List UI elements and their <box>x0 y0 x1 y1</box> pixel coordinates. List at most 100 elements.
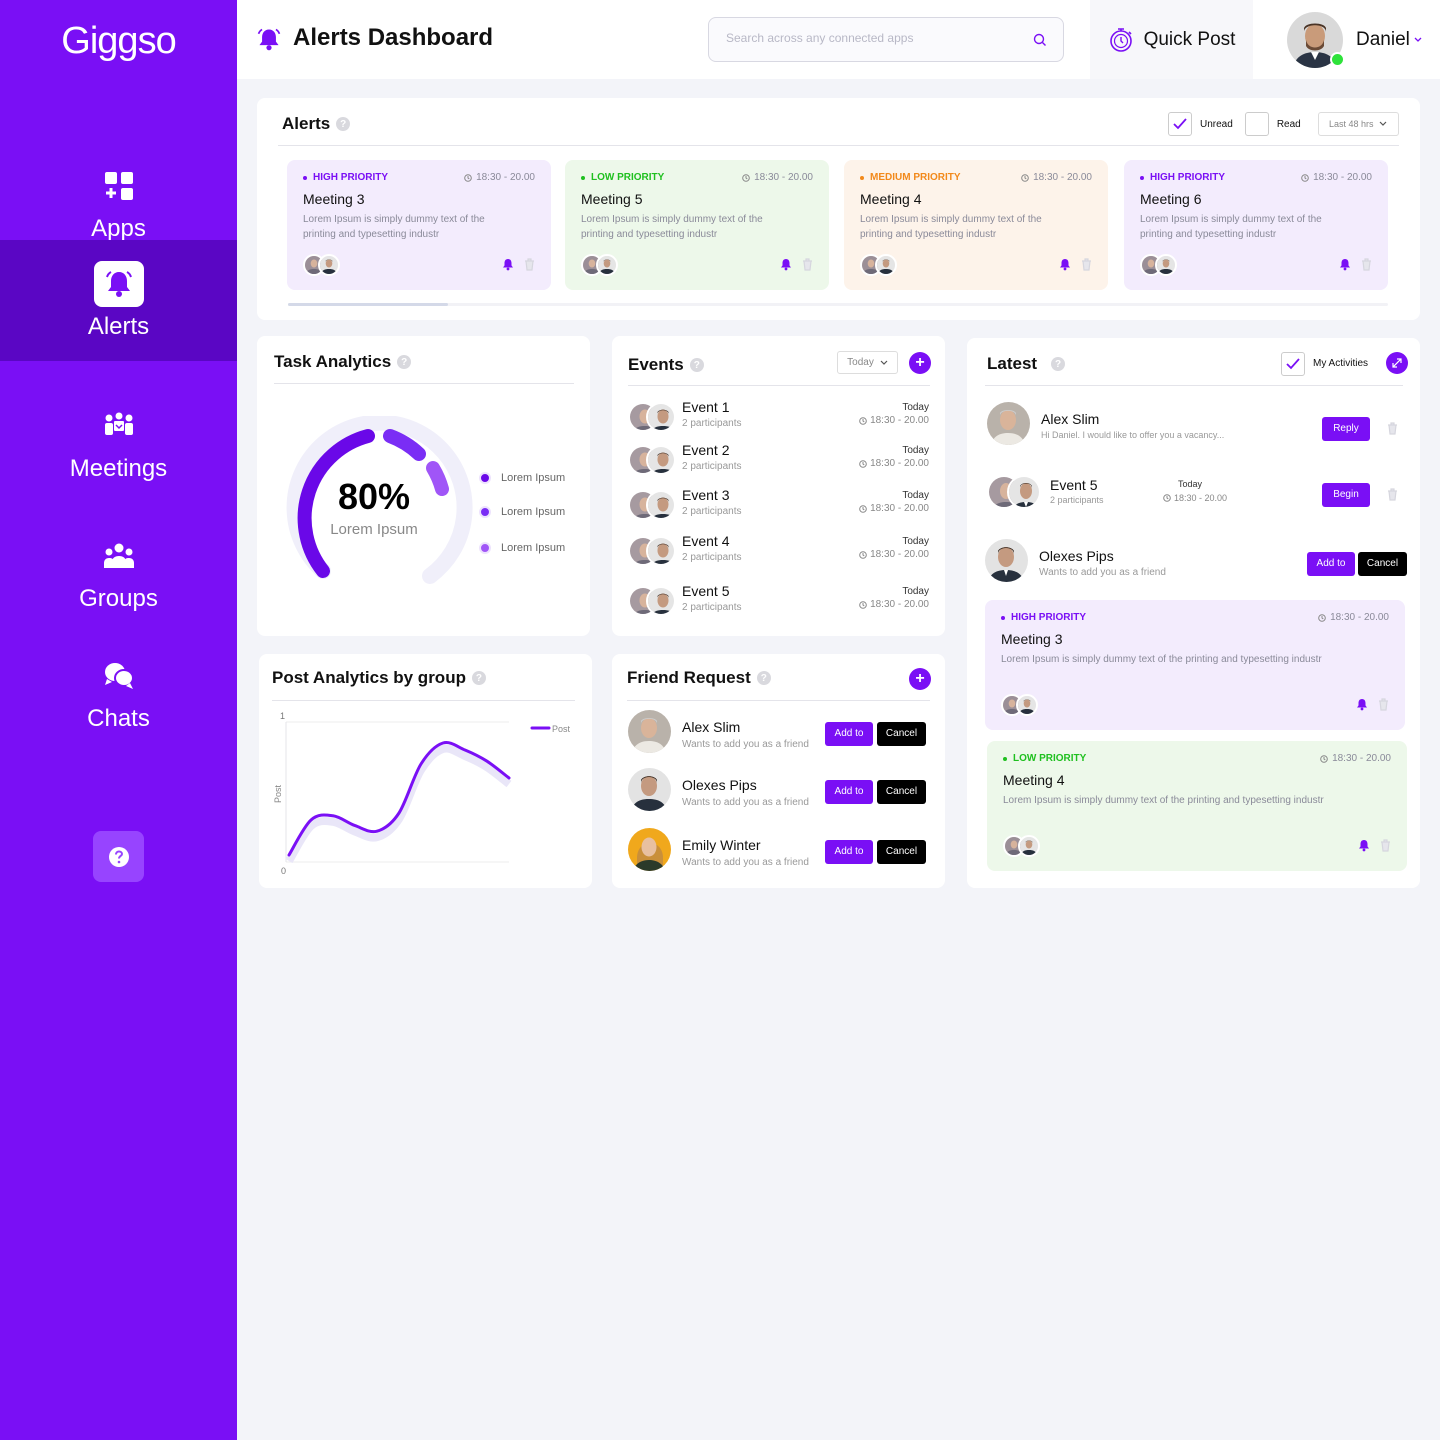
nav-label: Alerts <box>87 312 150 340</box>
legend-item: Lorem Ipsum <box>479 495 565 529</box>
avatar <box>1016 694 1038 716</box>
event-avatars <box>628 536 676 566</box>
task-analytics-panel: Task Analytics ? 80% Lorem Ipsum Lorem I… <box>257 336 590 636</box>
unread-checkbox[interactable] <box>1168 112 1192 136</box>
cancel-button[interactable]: Cancel <box>877 840 926 864</box>
bell-icon[interactable] <box>1356 698 1368 716</box>
trash-icon[interactable] <box>1387 422 1398 440</box>
scrollbar-thumb[interactable] <box>288 303 448 306</box>
my-activities-checkbox[interactable] <box>1281 352 1305 376</box>
y-tick-label: 1 <box>280 711 285 721</box>
scrollbar[interactable] <box>288 303 1388 306</box>
event-avatars <box>628 402 676 432</box>
nav-alerts[interactable]: Alerts <box>0 240 237 361</box>
user-menu[interactable]: Daniel <box>1287 12 1423 68</box>
reply-button[interactable]: Reply <box>1322 417 1370 441</box>
apps-icon <box>94 163 144 209</box>
info-icon[interactable]: ? <box>1051 357 1066 371</box>
quick-post-button[interactable]: Quick Post <box>1090 0 1253 79</box>
trash-icon[interactable] <box>1081 258 1092 276</box>
expand-button[interactable] <box>1386 352 1408 374</box>
event-avatars <box>628 490 676 520</box>
add-friend-button[interactable]: Add to <box>825 722 873 746</box>
search-icon[interactable] <box>1033 33 1047 52</box>
latest-event-name: Event 5 <box>1050 477 1098 493</box>
add-friend-button[interactable]: Add to <box>1307 552 1355 576</box>
begin-button[interactable]: Begin <box>1322 483 1370 507</box>
trash-icon[interactable] <box>1380 839 1391 857</box>
task-analytics-title: Task Analytics <box>274 352 392 371</box>
bell-icon[interactable] <box>502 258 514 276</box>
alert-card[interactable]: LOW PRIORITY 18:30 - 20.00 Meeting 5 Lor… <box>565 160 829 290</box>
alert-card[interactable]: LOW PRIORITY 18:30 - 20.00 Meeting 4 Lor… <box>987 741 1407 871</box>
trash-icon[interactable] <box>1378 698 1389 716</box>
nav-apps[interactable]: Apps <box>0 142 237 263</box>
unread-label: Unread <box>1200 118 1233 130</box>
event-sub: 2 participants <box>682 418 742 429</box>
avatar <box>985 539 1028 582</box>
online-status <box>1330 52 1345 67</box>
nav-groups[interactable]: Groups <box>0 512 237 633</box>
time-range-value: Last 48 hrs <box>1328 119 1374 129</box>
chevron-down-icon <box>1380 121 1387 126</box>
chevron-down-icon <box>1414 37 1422 42</box>
clock-icon <box>859 459 867 468</box>
bell-icon[interactable] <box>780 258 792 276</box>
read-checkbox[interactable] <box>1244 112 1269 136</box>
bell-icon[interactable] <box>1358 839 1370 857</box>
clock-icon <box>1301 173 1309 182</box>
bell-icon[interactable] <box>1059 258 1071 276</box>
info-icon[interactable]: ? <box>336 117 351 131</box>
trash-icon[interactable] <box>802 258 813 276</box>
add-friend-button[interactable]: Add to <box>825 780 873 804</box>
info-icon[interactable]: ? <box>397 355 412 369</box>
alert-card[interactable]: HIGH PRIORITY 18:30 - 20.00 Meeting 3 Lo… <box>287 160 551 290</box>
chevron-down-icon <box>880 360 888 365</box>
info-icon[interactable]: ? <box>756 671 771 685</box>
trash-icon[interactable] <box>524 258 535 276</box>
cancel-button[interactable]: Cancel <box>1358 552 1407 576</box>
info-icon[interactable]: ? <box>471 671 486 685</box>
friend-sub: Wants to add you as a friend <box>682 797 809 808</box>
trash-icon[interactable] <box>1387 488 1398 506</box>
alert-desc: Lorem Ipsum is simply dummy text of the … <box>1140 214 1322 240</box>
search-input[interactable] <box>726 31 1016 45</box>
add-friend-request-button[interactable]: + <box>909 668 931 690</box>
latest-panel: Latest ? My Activities Alex Slim Hi Dani… <box>967 338 1420 888</box>
help-button[interactable] <box>93 831 144 882</box>
friend-request-title: Friend Request <box>627 668 751 687</box>
alert-desc: Lorem Ipsum is simply dummy text of the … <box>581 214 763 240</box>
event-time: 18:30 - 20.00 <box>870 549 929 560</box>
cancel-button[interactable]: Cancel <box>877 780 926 804</box>
alert-desc: Lorem Ipsum is simply dummy text of the … <box>1003 795 1324 806</box>
bell-icon[interactable] <box>1339 258 1351 276</box>
clock-icon <box>859 550 867 559</box>
alert-card[interactable]: HIGH PRIORITY 18:30 - 20.00 Meeting 3 Lo… <box>985 600 1405 730</box>
alert-card[interactable]: MEDIUM PRIORITY 18:30 - 20.00 Meeting 4 … <box>844 160 1108 290</box>
event-day: Today <box>902 445 929 456</box>
latest-msg-name: Alex Slim <box>1041 411 1100 427</box>
add-event-button[interactable]: + <box>909 352 931 374</box>
nav-chats[interactable]: Chats <box>0 632 237 753</box>
event-name: Event 5 <box>682 583 730 599</box>
nav-meetings[interactable]: Meetings <box>0 382 237 503</box>
clock-icon <box>1320 754 1328 763</box>
latest-friend-sub: Wants to add you as a friend <box>1039 567 1166 578</box>
events-filter-select[interactable]: Today <box>837 351 898 374</box>
alert-card[interactable]: HIGH PRIORITY 18:30 - 20.00 Meeting 6 Lo… <box>1124 160 1388 290</box>
alert-desc: Lorem Ipsum is simply dummy text of the … <box>1001 654 1322 665</box>
cancel-button[interactable]: Cancel <box>877 722 926 746</box>
friend-name: Emily Winter <box>682 837 761 853</box>
trash-icon[interactable] <box>1361 258 1372 276</box>
clock-icon <box>859 600 867 609</box>
expand-icon <box>1392 358 1402 368</box>
add-friend-button[interactable]: Add to <box>825 840 873 864</box>
info-icon[interactable]: ? <box>689 358 704 372</box>
time-range-select[interactable]: Last 48 hrs <box>1317 112 1399 136</box>
latest-event-time: 18:30 - 20.00 <box>1174 493 1228 503</box>
alert-time: 18:30 - 20.00 <box>1330 612 1389 623</box>
clock-icon <box>464 173 472 182</box>
friend-name: Olexes Pips <box>682 777 757 793</box>
alerts-title: Alerts <box>282 114 331 133</box>
post-analytics-title: Post Analytics by group <box>272 668 466 687</box>
